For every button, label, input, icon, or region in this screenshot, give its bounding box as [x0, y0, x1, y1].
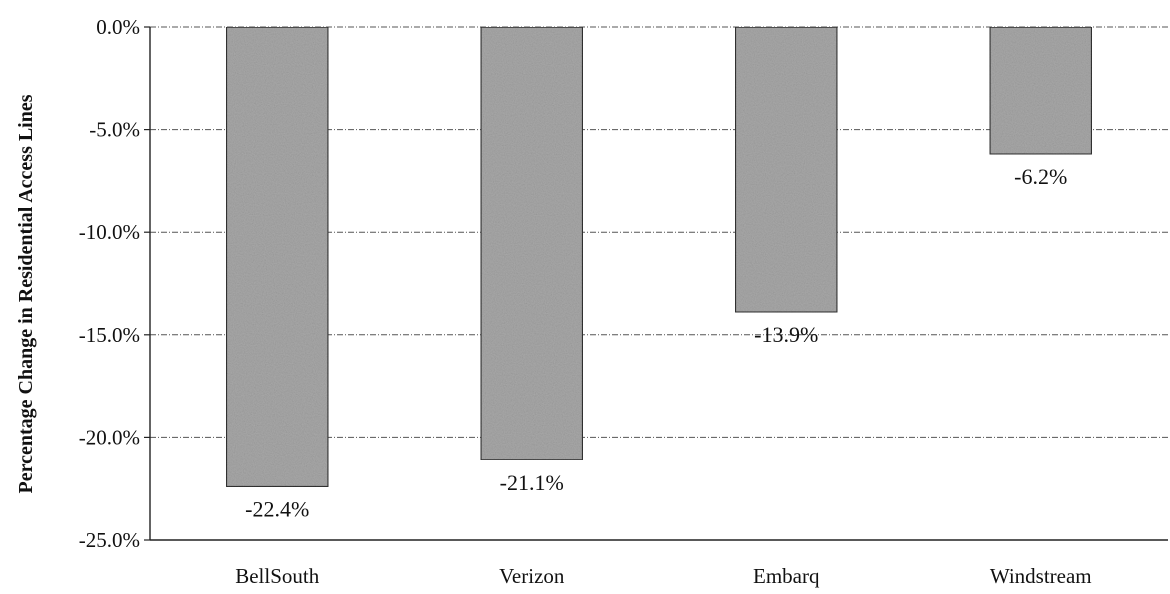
y-tick-label: -10.0% — [79, 220, 140, 244]
category-label: BellSouth — [235, 564, 320, 588]
data-labels: -22.4% -21.1% -13.9% -6.2% — [245, 164, 1067, 521]
data-label: -6.2% — [1014, 164, 1067, 189]
y-tick-label: -5.0% — [89, 118, 140, 142]
category-label: Embarq — [753, 564, 820, 588]
data-label: -21.1% — [500, 470, 564, 495]
data-label: -22.4% — [245, 497, 309, 522]
y-axis-title: Percentage Change in Residential Access … — [15, 94, 37, 493]
bar-verizon — [480, 26, 584, 461]
category-labels: BellSouth Verizon Embarq Windstream — [235, 564, 1091, 588]
data-label: -13.9% — [754, 322, 818, 347]
category-label: Verizon — [499, 564, 565, 588]
bar-bellsouth — [225, 26, 329, 488]
category-label: Windstream — [990, 564, 1092, 588]
axes — [144, 26, 1168, 541]
y-tick-label: -15.0% — [79, 323, 140, 347]
y-tick-label: -20.0% — [79, 425, 140, 449]
y-tick-label: -25.0% — [79, 528, 140, 552]
bars — [225, 26, 1093, 488]
bar-windstream — [989, 26, 1093, 155]
y-tick-label: 0.0% — [96, 15, 140, 39]
bar-embarq — [734, 26, 838, 313]
y-tick-labels: 0.0% -5.0% -10.0% -15.0% -20.0% -25.0% — [79, 15, 140, 552]
